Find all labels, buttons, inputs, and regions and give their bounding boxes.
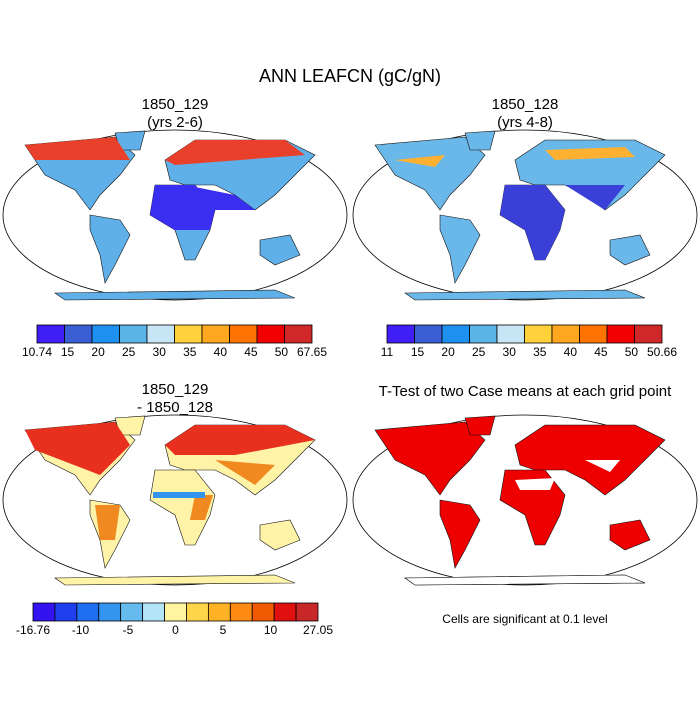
colorbar-label: 45 bbox=[594, 345, 608, 359]
colorbar-label: 11 bbox=[381, 345, 394, 359]
land-patch bbox=[150, 185, 255, 230]
colorbar-label: 50 bbox=[625, 345, 639, 359]
land bbox=[404, 574, 646, 586]
colorbar-swatch bbox=[256, 324, 285, 344]
colorbar-swatch bbox=[251, 602, 275, 622]
figure-title: ANN LEAFCN (gC/gN) bbox=[259, 66, 441, 86]
colorbar-swatch bbox=[551, 324, 580, 344]
panel-title: 1850_129 bbox=[142, 96, 209, 113]
panel-title: (yrs 2-6) bbox=[147, 114, 203, 131]
colorbar-swatch bbox=[64, 324, 93, 344]
colorbar-swatch bbox=[524, 324, 553, 344]
colorbar-label: 50.66 bbox=[647, 345, 677, 359]
colorbar-label: 30 bbox=[153, 345, 167, 359]
colorbar-swatch bbox=[76, 602, 100, 622]
colorbar-swatch bbox=[469, 324, 498, 344]
colorbar-swatch bbox=[579, 324, 608, 344]
panel-title: - 1850_128 bbox=[137, 399, 213, 416]
colorbar-label: 40 bbox=[564, 345, 578, 359]
colorbar-swatch bbox=[91, 324, 120, 344]
colorbar-swatch bbox=[142, 602, 165, 622]
colorbar-label: 25 bbox=[122, 345, 136, 359]
colorbar-label: -5 bbox=[123, 623, 134, 637]
land-patch bbox=[153, 492, 205, 498]
panel-title: T-Test of two Case means at each grid po… bbox=[379, 383, 672, 400]
colorbar-swatch bbox=[36, 324, 65, 344]
colorbar-label: 20 bbox=[91, 345, 105, 359]
colorbar-label: 5 bbox=[220, 623, 227, 637]
land-patch bbox=[515, 460, 620, 490]
colorbar-swatch bbox=[414, 324, 443, 344]
colorbar-swatch bbox=[284, 324, 313, 344]
colorbar-label: 10 bbox=[264, 623, 278, 637]
colorbar-label: 35 bbox=[183, 345, 197, 359]
colorbar-swatch bbox=[496, 324, 525, 344]
colorbar-swatch bbox=[295, 602, 319, 622]
colorbar-label: 20 bbox=[441, 345, 455, 359]
colorbar-label: 27.05 bbox=[303, 623, 333, 637]
panel-title: (yrs 4-8) bbox=[497, 114, 553, 131]
colorbar-label: 15 bbox=[61, 345, 75, 359]
colorbar-swatch bbox=[98, 602, 122, 622]
colorbar-swatch bbox=[201, 324, 230, 344]
colorbar-label: 10.74 bbox=[22, 345, 52, 359]
colorbar-swatch bbox=[229, 324, 258, 344]
colorbar-swatch bbox=[606, 324, 635, 344]
colorbar-swatch bbox=[54, 602, 78, 622]
colorbar-swatch bbox=[120, 602, 144, 622]
land-patch bbox=[95, 460, 275, 540]
colorbar-swatch bbox=[273, 602, 297, 622]
colorbar-label: 67.65 bbox=[297, 345, 327, 359]
colorbar-label: 0 bbox=[172, 623, 179, 637]
colorbar-swatch bbox=[186, 602, 209, 622]
colorbar-swatch bbox=[634, 324, 663, 344]
colorbar-swatch bbox=[32, 602, 56, 622]
colorbar-swatch bbox=[229, 602, 253, 622]
map-panel bbox=[2, 414, 348, 586]
colorbar-label: 50 bbox=[275, 345, 289, 359]
land-patch bbox=[25, 422, 315, 475]
colorbar-swatch bbox=[441, 324, 470, 344]
colorbar-label: 30 bbox=[503, 345, 517, 359]
map-panel bbox=[2, 129, 348, 301]
map-panel bbox=[352, 129, 698, 301]
land-patch bbox=[395, 147, 635, 167]
land-patch bbox=[500, 185, 625, 260]
panel-note: Cells are significant at 0.1 level bbox=[442, 612, 607, 626]
colorbar-swatch bbox=[164, 602, 187, 622]
panel-title: 1850_129 bbox=[142, 381, 209, 398]
colorbar-swatch bbox=[146, 324, 175, 344]
colorbar-label: 15 bbox=[411, 345, 425, 359]
colorbar-swatch bbox=[386, 324, 415, 344]
colorbar-label: 35 bbox=[533, 345, 547, 359]
land-patch bbox=[25, 137, 305, 165]
colorbar-swatch bbox=[174, 324, 203, 344]
colorbar-swatch bbox=[119, 324, 148, 344]
colorbar-swatch bbox=[207, 602, 231, 622]
colorbar-label: -16.76 bbox=[16, 623, 50, 637]
colorbar-label: 25 bbox=[472, 345, 486, 359]
panel-title: 1850_128 bbox=[492, 96, 559, 113]
colorbar-label: 40 bbox=[214, 345, 228, 359]
map-panel bbox=[352, 414, 698, 586]
colorbar-label: -10 bbox=[72, 623, 90, 637]
colorbar-label: 45 bbox=[244, 345, 258, 359]
